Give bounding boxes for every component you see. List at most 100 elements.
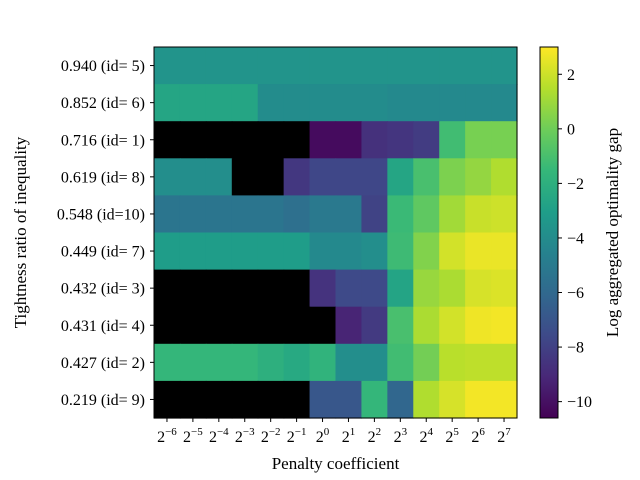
colorbar-tick-label: 0: [567, 121, 575, 138]
heatmap-cell: [231, 232, 259, 271]
heatmap-cell: [231, 158, 259, 196]
x-tick-label: 25: [445, 426, 459, 446]
heatmap-cell: [465, 343, 492, 382]
heatmap-cell: [387, 306, 414, 345]
y-axis-ticks: 0.940 (id= 5) 0.852 (id= 6) 0.716 (id= 1) 0…: [57, 58, 154, 409]
y-tick-label: 0.449 (id= 7): [61, 244, 145, 261]
x-tick-label: 2−6: [157, 426, 177, 446]
heatmap-cell: [154, 269, 181, 308]
heatmap-cell: [335, 121, 363, 159]
heatmap-cell: [231, 380, 259, 419]
heatmap-cell: [154, 84, 181, 122]
heatmap-cell: [491, 232, 518, 271]
colorbar: [540, 47, 558, 418]
heatmap-cell: [413, 269, 440, 308]
heatmap-cell: [205, 380, 233, 419]
heatmap-cell: [309, 121, 337, 159]
heatmap-cell: [387, 121, 414, 159]
heatmap-cell: [283, 47, 311, 85]
heatmap-cell: [361, 47, 388, 85]
heatmap-cell: [179, 121, 207, 159]
heatmap-cell: [257, 195, 285, 234]
heatmap-cell: [439, 380, 466, 419]
heatmap-cell: [283, 380, 311, 419]
heatmap-cell: [205, 343, 233, 382]
heatmap-cell: [465, 269, 492, 308]
heatmap-cell: [387, 343, 414, 382]
heatmap-cell: [179, 158, 207, 196]
heatmap-cell: [154, 232, 181, 271]
colorbar-ticks: 2 0 −2 −4 −6 −8 −10: [558, 67, 592, 411]
heatmap-cell: [154, 121, 181, 159]
x-tick-label: 2−4: [209, 426, 229, 446]
heatmap-cell: [413, 84, 440, 122]
heatmap-cell: [283, 306, 311, 345]
heatmap-cell: [465, 158, 492, 196]
heatmap-cell: [179, 195, 207, 234]
heatmap-cell: [154, 158, 181, 196]
heatmap-cell: [231, 84, 259, 122]
heatmap-cell: [335, 158, 363, 196]
x-tick-label: 27: [497, 426, 511, 446]
heatmap-cells: [154, 47, 518, 419]
heatmap-cell: [439, 121, 466, 159]
heatmap-cell: [361, 195, 388, 234]
y-tick-label: 0.432 (id= 3): [61, 281, 145, 298]
heatmap-cell: [309, 47, 337, 85]
heatmap-cell: [361, 232, 388, 271]
heatmap-cell: [283, 232, 311, 271]
heatmap-cell: [439, 84, 466, 122]
heatmap-cell: [205, 47, 233, 85]
x-tick-label: 26: [471, 426, 485, 446]
heatmap-cell: [361, 343, 388, 382]
heatmap-cell: [335, 306, 363, 345]
heatmap-cell: [179, 84, 207, 122]
colorbar-tick-label: −4: [567, 230, 584, 247]
y-axis-label: Tightness ratio of inequality: [11, 136, 30, 328]
heatmap-cell: [231, 269, 259, 308]
heatmap-cell: [231, 306, 259, 345]
heatmap-cell: [387, 195, 414, 234]
heatmap-cell: [154, 306, 181, 345]
heatmap-cell: [205, 306, 233, 345]
heatmap-cell: [309, 158, 337, 196]
heatmap-cell: [231, 195, 259, 234]
heatmap-cell: [257, 84, 285, 122]
heatmap-cell: [465, 121, 492, 159]
heatmap-cell: [387, 269, 414, 308]
colorbar-frame: [539, 46, 559, 419]
heatmap-cell: [335, 47, 363, 85]
x-tick-label: 24: [420, 426, 434, 446]
y-tick-label: 0.716 (id= 1): [61, 132, 145, 149]
heatmap-cell: [257, 47, 285, 85]
heatmap-cell: [465, 84, 492, 122]
heatmap-cell: [205, 232, 233, 271]
heatmap-cell: [361, 121, 388, 159]
heatmap-cell: [361, 158, 388, 196]
heatmap-cell: [491, 380, 518, 419]
heatmap-cell: [154, 195, 181, 234]
heatmap-cell: [491, 269, 518, 308]
heatmap-cell: [413, 380, 440, 419]
heatmap-cell: [179, 47, 207, 85]
x-tick-label: 2−5: [183, 426, 203, 446]
colorbar-tick-label: −10: [567, 394, 592, 411]
y-tick-label: 0.852 (id= 6): [61, 95, 145, 112]
x-axis-label: Penalty coefficient: [272, 454, 400, 473]
heatmap-cell: [491, 195, 518, 234]
plot-frame: [153, 46, 518, 419]
y-tick-label: 0.427 (id= 2): [61, 355, 145, 372]
heatmap-cell: [413, 232, 440, 271]
heatmap-cell: [309, 84, 337, 122]
heatmap-cell: [257, 232, 285, 271]
heatmap-cell: [231, 343, 259, 382]
heatmap-cell: [387, 158, 414, 196]
colorbar-label: Log aggregated optimality gap: [603, 128, 622, 337]
heatmap-cell: [205, 121, 233, 159]
heatmap-cell: [257, 343, 285, 382]
x-tick-label: 22: [368, 426, 382, 446]
heatmap-cell: [154, 380, 181, 419]
heatmap-cell: [413, 306, 440, 345]
heatmap-cell: [283, 269, 311, 308]
heatmap-cell: [205, 195, 233, 234]
